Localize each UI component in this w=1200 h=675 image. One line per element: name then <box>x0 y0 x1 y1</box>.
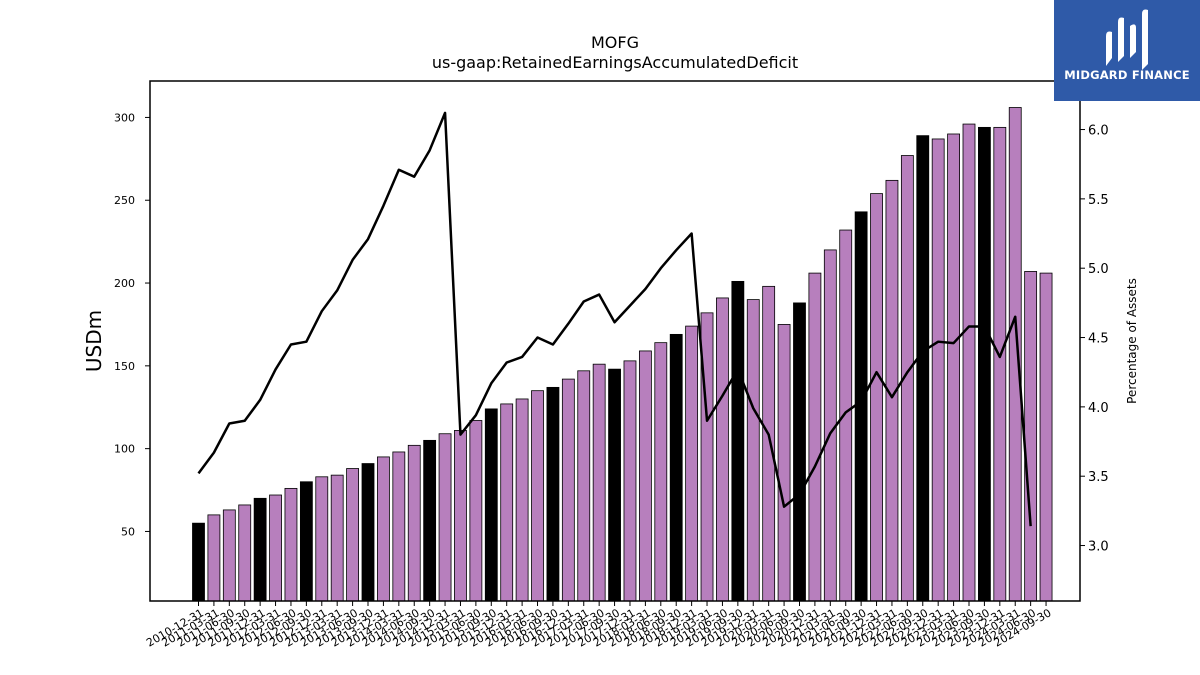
y2-tick-label: 5.0 <box>1088 262 1109 277</box>
bar-2015-03-31 <box>454 430 467 602</box>
bar-2021-09-30 <box>854 211 868 602</box>
series-line-percentage-of-assets <box>197 111 1032 527</box>
y2-tick-label: 3.0 <box>1088 540 1109 555</box>
y-tick-label: 50 <box>121 525 135 538</box>
bar-2022-12-31 <box>931 138 945 602</box>
brand-logo: MIDGARD FINANCE <box>1054 0 1200 101</box>
bar-2018-09-30 <box>669 333 683 602</box>
y2-tick-label: 4.5 <box>1088 332 1109 347</box>
bar-2016-06-30 <box>531 390 544 602</box>
logo-text: MIDGARD FINANCE <box>1064 68 1190 82</box>
bar-2015-12-31 <box>500 403 514 602</box>
bar-2011-12-31 <box>253 497 267 602</box>
bar-2022-09-30 <box>916 135 930 602</box>
bar-2013-12-31 <box>377 456 390 602</box>
bar-2023-06-30 <box>962 123 976 602</box>
bar-2017-12-31 <box>623 360 637 602</box>
y2-tick-label: 5.5 <box>1088 193 1109 208</box>
bar-2024-09-30 <box>1039 272 1053 602</box>
right-axis: 3.0 3.5 4.0 4.5 5.0 5.5 6.0 <box>1080 124 1109 555</box>
bar-2015-09-30 <box>484 408 498 602</box>
bar-2010-12-31 <box>192 522 205 602</box>
bar-2011-06-30 <box>222 509 236 602</box>
bar-2019-09-30 <box>731 280 745 602</box>
y-tick-label: 200 <box>114 277 135 290</box>
line-layer <box>197 111 1032 527</box>
y-axis-label-right: Percentage of Assets <box>1125 278 1139 404</box>
x-axis: 2010-12-312011-03-312011-06-302011-09-30… <box>144 601 1054 650</box>
bar-2020-06-30 <box>777 324 791 602</box>
bar-2013-03-31 <box>330 474 344 602</box>
bars-layer <box>192 107 1053 602</box>
bar-2020-03-31 <box>762 285 776 602</box>
bar-2023-09-30 <box>978 126 991 602</box>
bar-2018-03-31 <box>638 350 652 602</box>
bar-2024-06-30 <box>1024 271 1038 602</box>
bar-2012-06-30 <box>284 487 298 602</box>
bar-2017-03-31 <box>577 370 591 602</box>
bar-2021-12-31 <box>870 193 883 602</box>
chart-subtitle: us-gaap:RetainedEarningsAccumulatedDefic… <box>432 53 798 72</box>
plot-frame <box>149 80 1081 602</box>
bar-2013-09-30 <box>361 463 375 602</box>
bar-2018-12-31 <box>685 325 699 602</box>
y-axis-label-left: USDm <box>82 310 106 372</box>
y2-tick-label: 4.0 <box>1088 401 1109 416</box>
bar-2012-12-31 <box>315 476 329 602</box>
bar-2011-03-31 <box>207 514 221 602</box>
bar-2016-03-31 <box>515 398 529 602</box>
bar-2014-03-31 <box>392 451 406 602</box>
bar-2012-03-31 <box>269 494 282 602</box>
bar-2011-09-30 <box>238 504 252 602</box>
y-tick-label: 300 <box>114 111 135 124</box>
chart-title: MOFG <box>591 33 639 52</box>
bar-2021-06-30 <box>839 229 853 602</box>
bar-2017-09-30 <box>608 368 621 602</box>
bar-2019-12-31 <box>746 299 760 602</box>
bar-2016-12-31 <box>561 378 575 602</box>
bar-2023-03-31 <box>947 133 960 602</box>
bar-2014-06-30 <box>407 444 421 602</box>
bar-2012-09-30 <box>299 481 313 602</box>
bar-2024-03-31 <box>1008 107 1022 602</box>
bar-2014-09-30 <box>423 439 437 602</box>
y-tick-label: 250 <box>114 194 135 207</box>
bar-2023-12-31 <box>993 126 1007 602</box>
bar-2015-06-30 <box>469 420 483 602</box>
y2-tick-label: 3.5 <box>1088 470 1109 485</box>
y-tick-label: 100 <box>114 443 135 456</box>
bar-2019-06-30 <box>716 297 729 602</box>
bar-2013-06-30 <box>346 468 360 602</box>
bar-2016-09-30 <box>546 386 560 602</box>
left-axis: 50 100 150 200 250 300 <box>114 111 150 538</box>
y-tick-label: 150 <box>114 360 135 373</box>
midgard-m-logo-icon <box>1106 9 1148 70</box>
bar-2020-09-30 <box>793 302 806 602</box>
bar-2014-12-31 <box>438 433 452 602</box>
bar-2020-12-31 <box>808 272 822 602</box>
y2-tick-label: 6.0 <box>1088 124 1109 139</box>
bar-2018-06-30 <box>654 342 668 602</box>
bar-2017-06-30 <box>592 363 606 602</box>
